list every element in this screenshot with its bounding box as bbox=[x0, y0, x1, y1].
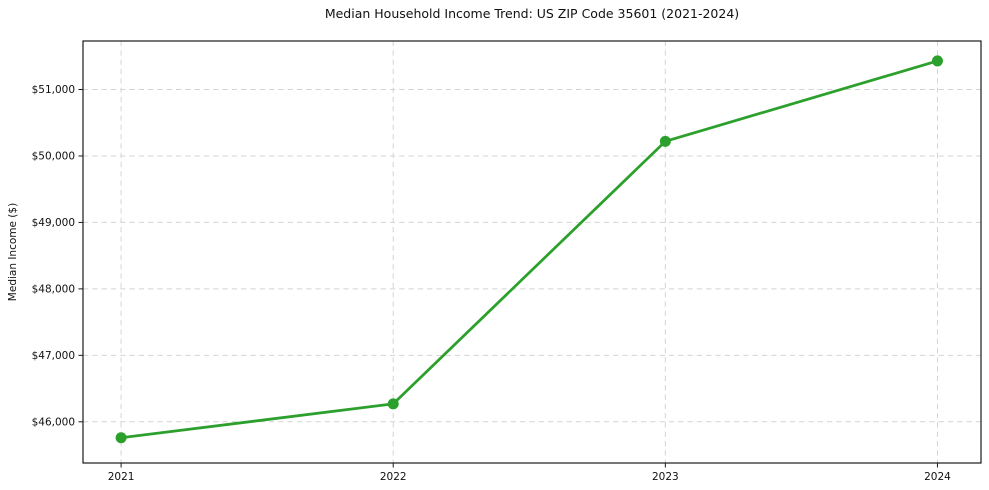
x-tick-label: 2023 bbox=[652, 471, 679, 483]
trend-line bbox=[119, 59, 939, 440]
y-tick-label: $51,000 bbox=[32, 84, 75, 96]
y-tick-label: $49,000 bbox=[32, 217, 75, 229]
y-tick-label: $50,000 bbox=[32, 150, 75, 162]
x-tick-label: 2024 bbox=[924, 471, 951, 483]
data-point bbox=[931, 55, 943, 67]
x-tick-label: 2022 bbox=[380, 471, 407, 483]
data-point bbox=[659, 135, 671, 147]
y-tick-label: $47,000 bbox=[32, 350, 75, 362]
data-point bbox=[387, 398, 399, 410]
y-tick-label: $48,000 bbox=[32, 283, 75, 295]
data-point bbox=[115, 432, 127, 444]
chart-title: Median Household Income Trend: US ZIP Co… bbox=[324, 6, 740, 21]
y-tick-label: $46,000 bbox=[32, 416, 75, 428]
x-tick-label: 2021 bbox=[108, 471, 135, 483]
plot-border bbox=[82, 40, 982, 464]
